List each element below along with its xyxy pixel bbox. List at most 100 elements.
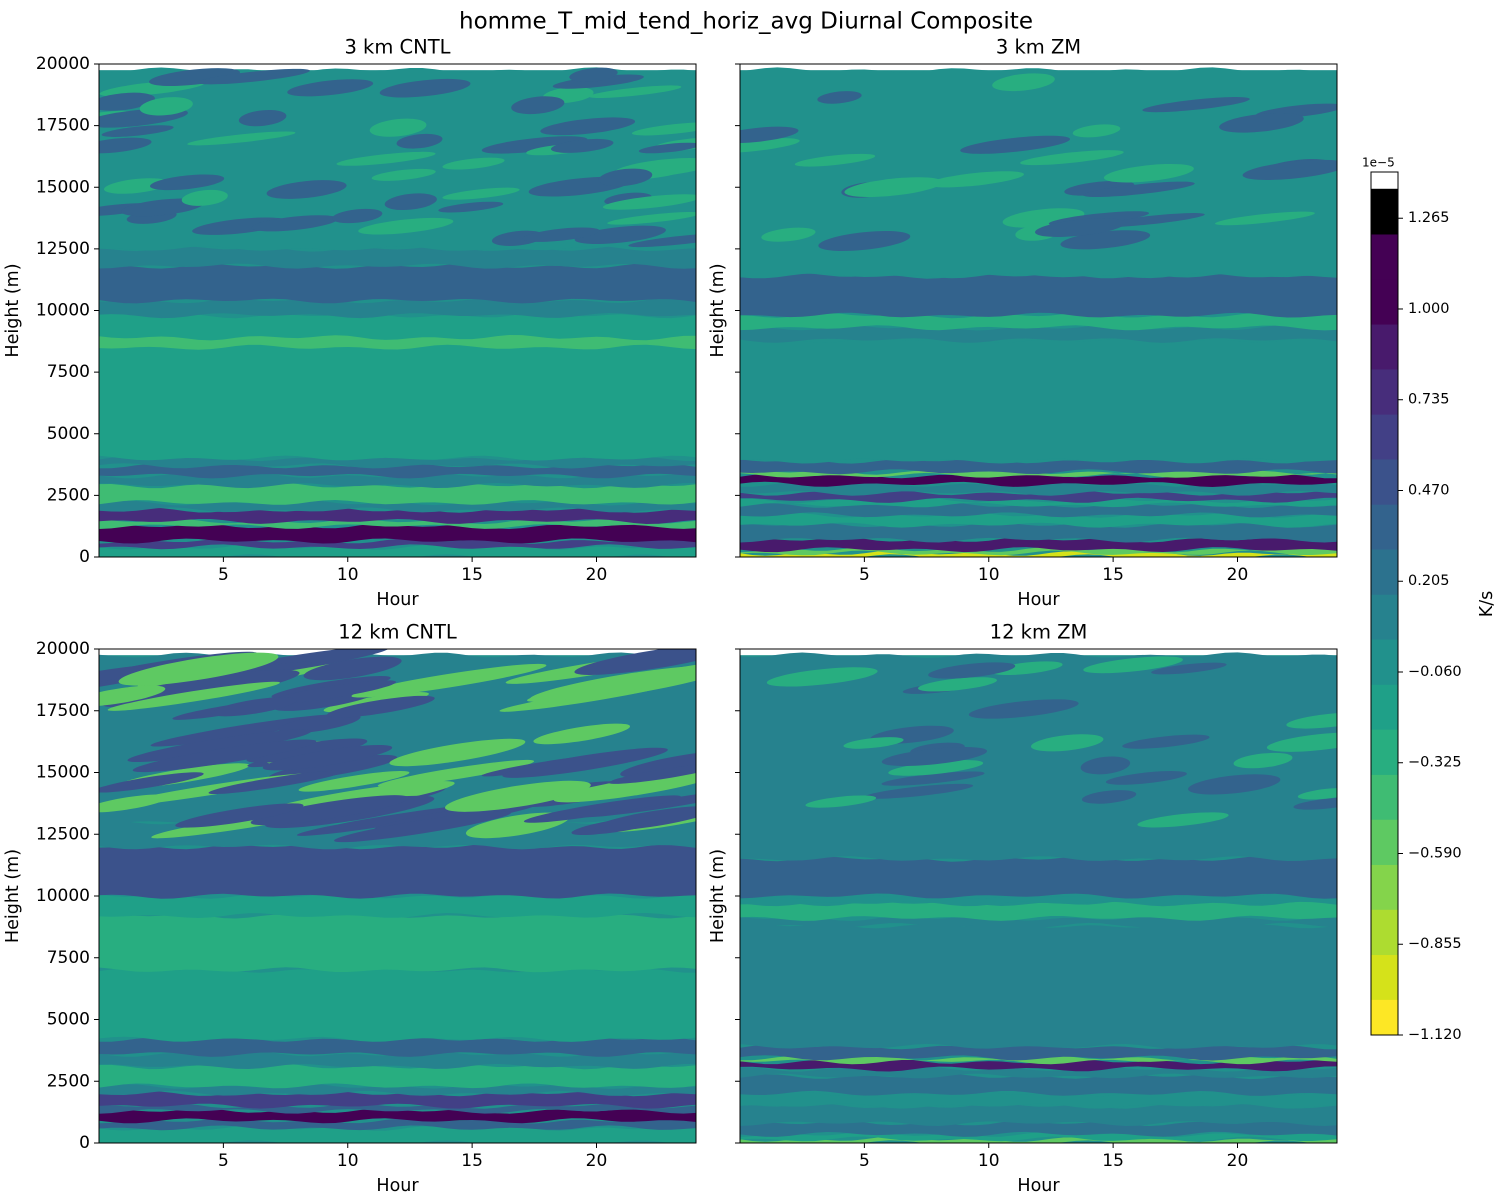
contour-blob (992, 73, 1055, 92)
contour-band (99, 1063, 696, 1089)
contour-blob (1103, 163, 1194, 183)
x-tick-label: 20 (586, 565, 608, 585)
contour-blob (389, 738, 526, 767)
contour-band (740, 312, 1337, 331)
contour-blob (351, 663, 547, 698)
contour-band (740, 1090, 1337, 1109)
colorbar-tick-label: −0.060 (1408, 664, 1462, 680)
y-tick-label: 12500 (36, 239, 90, 259)
contour-blob (481, 136, 588, 154)
contour-blob (379, 78, 471, 98)
contour-blob (1080, 756, 1131, 775)
x-tick-label: 5 (859, 565, 870, 585)
contour-blob (608, 763, 696, 784)
colorbar-segment (1371, 188, 1398, 235)
contour-band (740, 652, 1337, 861)
x-tick-label: 5 (859, 1151, 870, 1171)
contour-blob (1105, 771, 1187, 785)
x-tick-label: 20 (1227, 565, 1249, 585)
contour-blob (99, 92, 155, 111)
contour-blob (1233, 752, 1293, 769)
contour-band (740, 522, 1337, 543)
contour-blob (132, 739, 317, 773)
contour-blob (99, 665, 161, 687)
contour-blob (843, 737, 904, 749)
contour-blob (1219, 112, 1304, 133)
contour-blob (620, 749, 696, 778)
contour-band (740, 481, 1337, 496)
contour-band (99, 1125, 696, 1143)
contour-blob (552, 74, 644, 89)
colorbar-segment (1371, 999, 1398, 1036)
contour-blob (1072, 124, 1121, 138)
contour-blob (588, 85, 682, 98)
contour-blob (553, 771, 696, 803)
panel-3km-cntl: 3 km CNTL 5 10 15 20 Hour 0 2500 5000 7500 10000 12… (3, 36, 697, 610)
contour-blob (396, 133, 443, 149)
contour-blob (251, 215, 339, 232)
contour-band (740, 1073, 1337, 1096)
contour-blob (442, 187, 520, 200)
contour-blob (818, 231, 911, 251)
contour-blob (888, 760, 984, 776)
x-axis-label: Hour (1017, 1176, 1060, 1196)
contour-blob (1081, 790, 1137, 804)
y-tick-label: 15000 (36, 763, 90, 783)
x-axis-label: Hour (1017, 590, 1060, 610)
y-tick-label: 5000 (47, 1010, 90, 1030)
colorbar-tick-label: 1.000 (1408, 301, 1450, 317)
contour-blob (107, 681, 280, 711)
contour-blob (540, 117, 636, 136)
contour-blob (303, 656, 402, 681)
colorbar-segment (1371, 729, 1398, 775)
contour-band (99, 298, 696, 319)
contour-blob (99, 685, 166, 707)
y-tick-label: 7500 (47, 948, 90, 968)
contour-blob (740, 138, 800, 153)
contour-blob (918, 677, 997, 692)
contour-blob (1214, 211, 1315, 226)
contour-blob (844, 177, 943, 198)
contour-blob (384, 193, 437, 211)
x-tick-label: 20 (586, 1151, 608, 1171)
panel-12km-zm: 12 km ZM 5 10 15 20 Hour Height (m) (708, 621, 1338, 1196)
y-tick-label: 10000 (36, 301, 90, 321)
contour-band (99, 312, 696, 461)
colorbar-segment (1371, 414, 1398, 460)
colorbar-segment (1371, 278, 1398, 325)
contour-blob (1122, 734, 1210, 749)
colorbar-tick-label: −0.855 (1408, 936, 1462, 952)
contour-blob (278, 713, 361, 734)
contour-band (99, 913, 696, 973)
y-axis-label: Height (m) (3, 849, 23, 943)
contour-blob (149, 174, 225, 191)
contour-band (99, 500, 696, 513)
contour-blob (1137, 812, 1229, 828)
contour-blob (628, 233, 696, 248)
contour-blob (332, 208, 383, 224)
colorbar-segment (1371, 458, 1398, 505)
contour-blob (250, 795, 409, 826)
x-axis-label: Hour (376, 1176, 419, 1196)
contour-blob (522, 227, 600, 242)
y-axis-label: Height (m) (708, 263, 728, 357)
panel-12km-cntl: 12 km CNTL 5 10 15 20 Hour 0 2500 5000 7500 10000 1… (3, 621, 697, 1196)
colorbar-frame (1370, 171, 1399, 1036)
x-tick-label: 15 (461, 1151, 483, 1171)
contour-blob (197, 68, 310, 85)
contour-blob (238, 109, 287, 127)
panel-title: 12 km ZM (990, 621, 1088, 644)
contour-blob (881, 771, 985, 786)
panel-3km-zm: 3 km ZM 5 10 15 20 Hour Height (m) (708, 36, 1338, 610)
contour-band (740, 893, 1337, 907)
contour-blob (598, 168, 653, 187)
contour-blob (444, 780, 591, 812)
contour-blob (631, 122, 696, 136)
contour-band (740, 337, 1337, 464)
y-axis-label: Height (m) (708, 849, 728, 943)
panel-title: 12 km CNTL (338, 621, 457, 644)
contour-blob (1286, 712, 1337, 729)
y-tick-label: 5000 (47, 424, 90, 444)
contour-blob (550, 138, 614, 153)
contour-blob (102, 669, 300, 708)
